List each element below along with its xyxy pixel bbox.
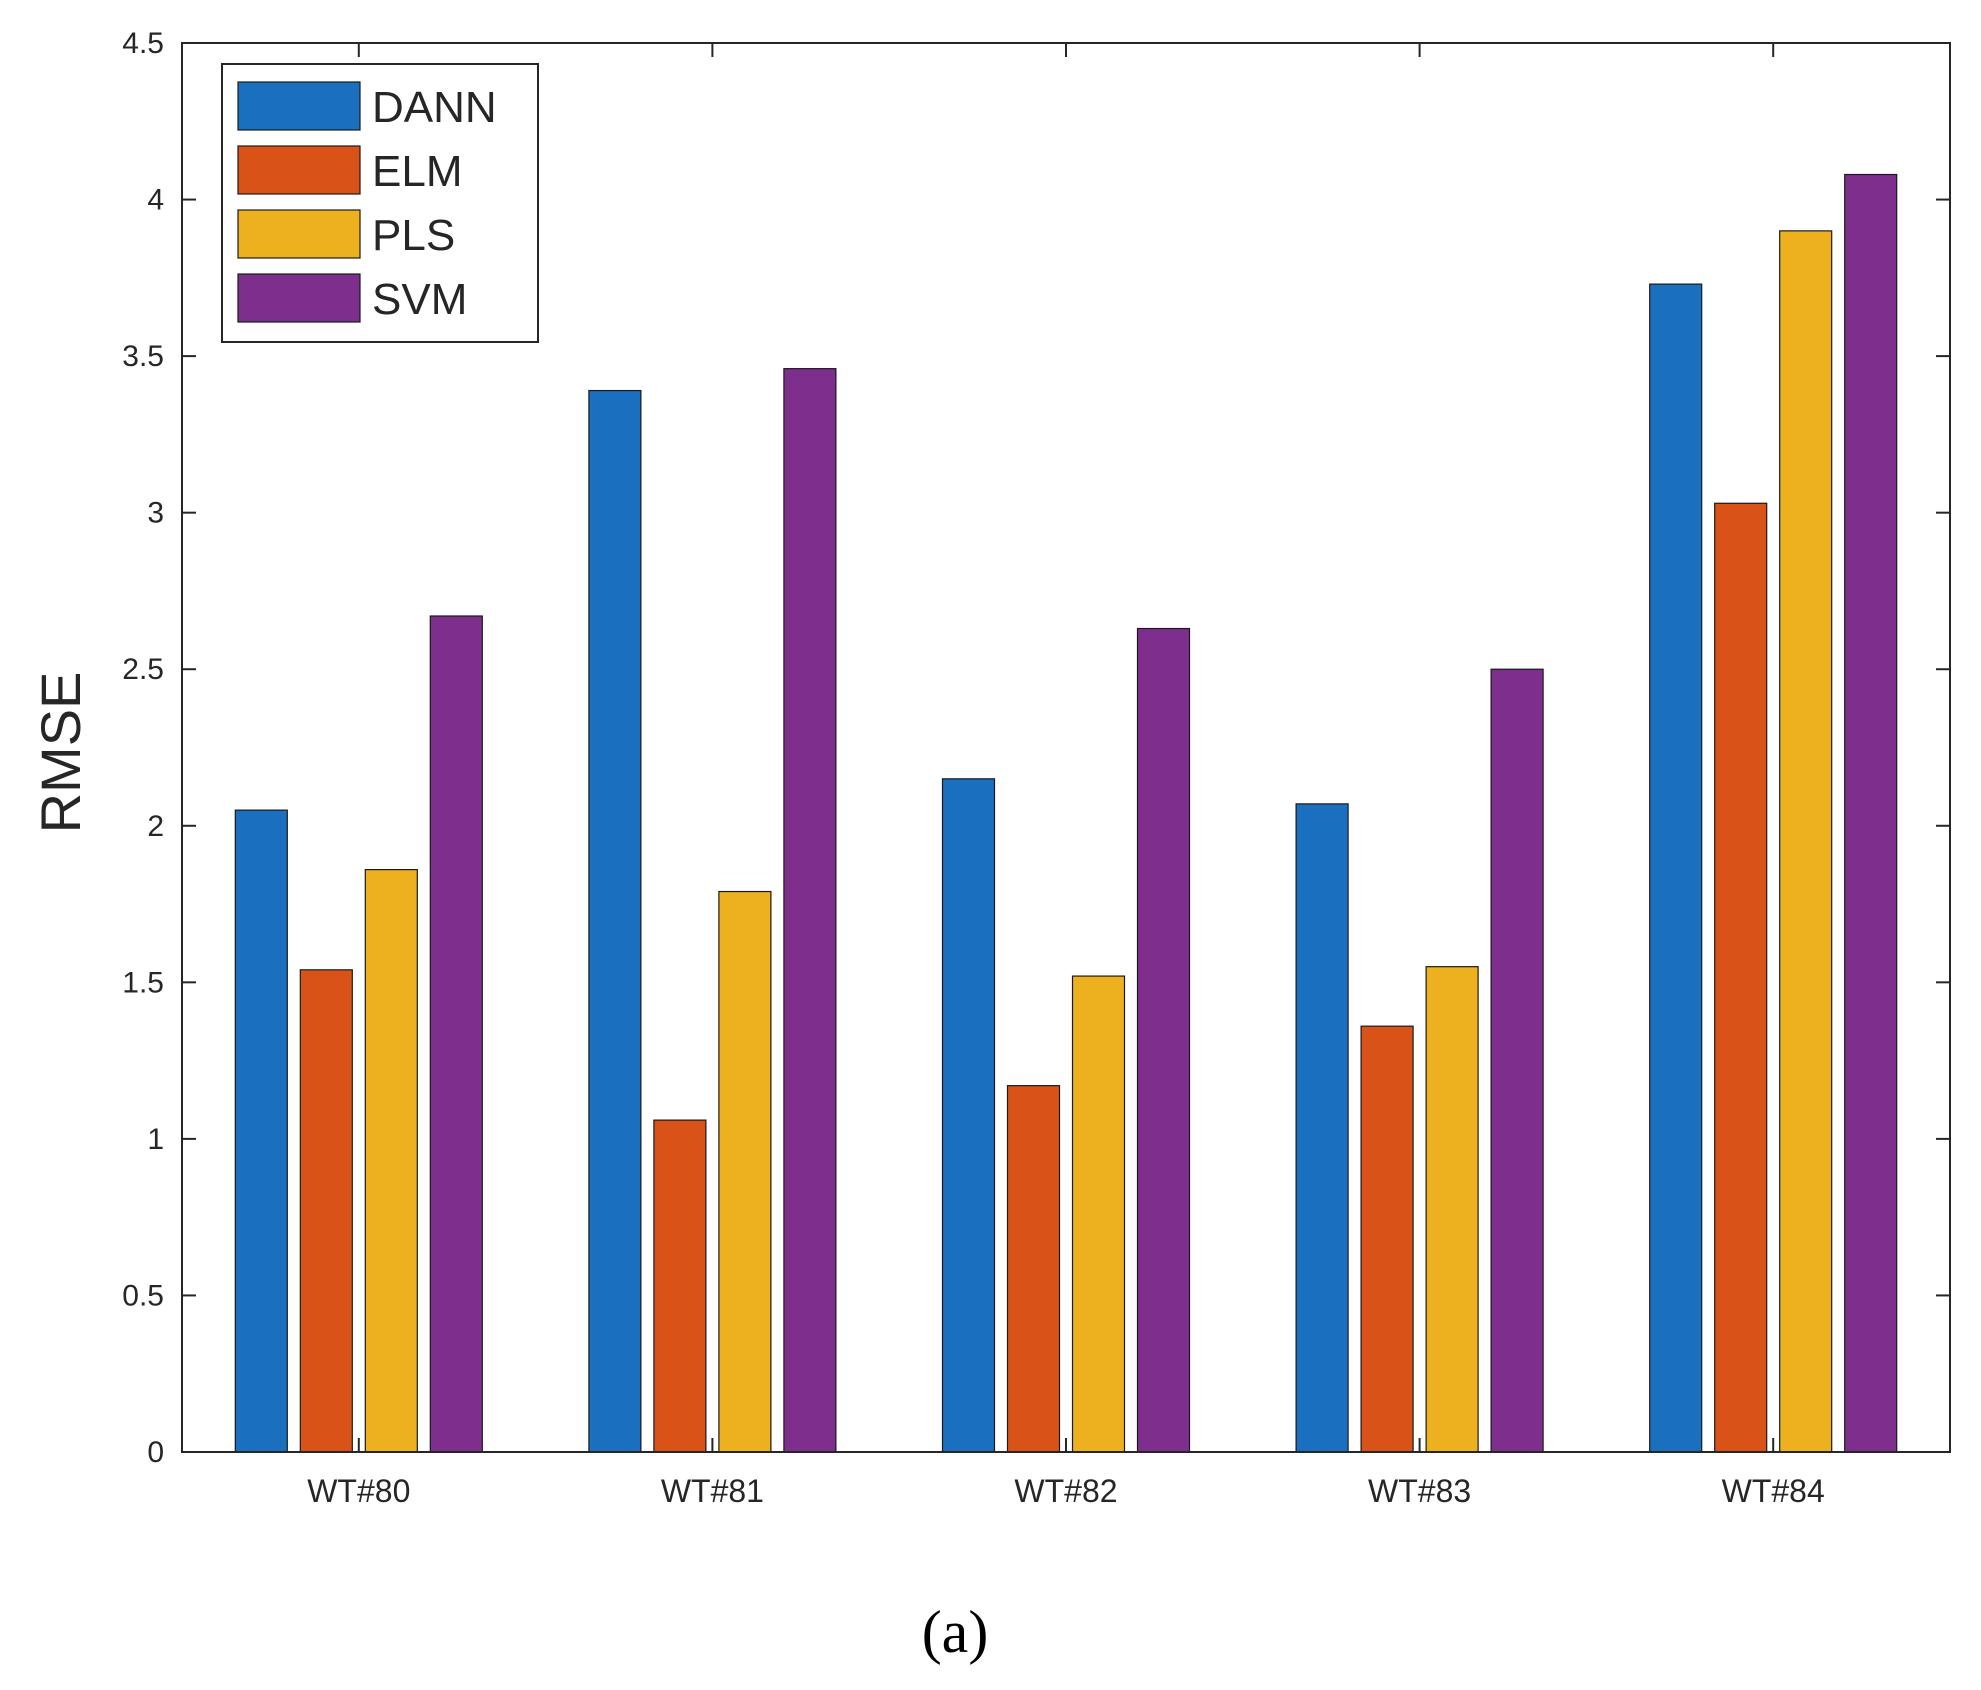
bar-elm-1 [653,1119,707,1453]
bar-pls-0 [364,869,418,1453]
y-tick-label: 4 [147,184,164,217]
x-axis-ticks: WT#80 WT#81 WT#82 WT#83 WT#84 [307,43,1825,1509]
legend-label-pls: PLS [372,211,455,260]
y-tick-label: 1 [147,1123,164,1156]
y-tick-label: 3.5 [122,340,164,373]
y-tick-label: 2.5 [122,653,164,686]
y-tick-label: 3 [147,497,164,530]
legend-swatch-dann [237,81,361,131]
y-tick-label: 0.5 [122,1279,164,1312]
y-axis-ticks: 0 0.5 1 1.5 2 2.5 3 3.5 4 4.5 [122,27,1950,1469]
y-tick-label: 2 [147,810,164,843]
bar-elm-2 [1006,1085,1061,1453]
legend: DANN ELM PLS SVM [221,63,539,343]
y-tick-label: 4.5 [122,27,164,60]
bar-dann-2 [941,778,996,1453]
bar-svm-2 [1136,627,1191,1453]
bar-svm-1 [783,368,837,1453]
y-tick-label: 1.5 [122,966,164,999]
legend-label-svm: SVM [372,275,467,324]
bar-elm-3 [1360,1025,1414,1453]
bar-elm-4 [1714,502,1768,1453]
y-axis-label: RMSE [29,672,92,834]
legend-label-dann: DANN [372,83,497,132]
bar-svm-0 [429,615,483,1453]
bar-svm-4 [1844,173,1898,1453]
bar-elm-0 [299,969,353,1453]
bar-pls-3 [1425,966,1479,1453]
bar-pls-4 [1779,230,1833,1453]
bar-dann-4 [1649,283,1703,1453]
bar-dann-1 [588,389,642,1453]
x-tick-label: WT#83 [1368,1473,1471,1509]
y-tick-label: 0 [147,1436,164,1469]
x-tick-label: WT#81 [661,1473,764,1509]
x-tick-label: WT#82 [1014,1473,1117,1509]
bar-svm-3 [1490,668,1544,1453]
bar-dann-3 [1295,803,1349,1453]
legend-swatch-elm [237,145,361,195]
bar-dann-0 [234,809,288,1453]
bars-group [234,173,1898,1453]
legend-swatch-svm [237,273,361,323]
legend-swatch-pls [237,209,361,259]
legend-label-elm: ELM [372,147,462,196]
figure-caption: (a) [922,1599,989,1665]
bar-pls-2 [1071,975,1126,1453]
bar-pls-1 [718,890,772,1453]
x-tick-label: WT#80 [307,1473,410,1509]
x-tick-label: WT#84 [1722,1473,1825,1509]
